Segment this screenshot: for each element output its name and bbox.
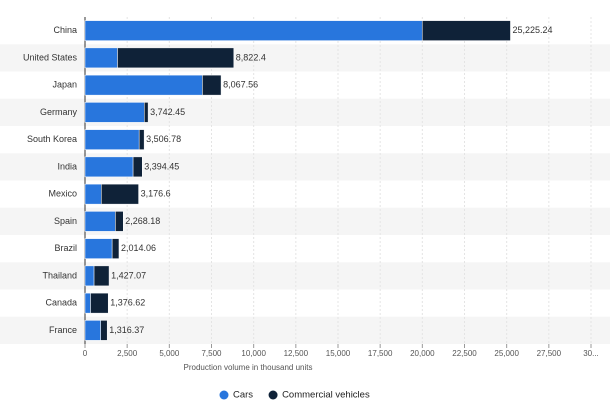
total-label: 1,316.37 xyxy=(109,325,144,335)
y-tick-label: United States xyxy=(23,52,78,62)
legend-label: Commercial vehicles xyxy=(282,390,370,401)
total-label: 8,067.56 xyxy=(223,80,258,90)
y-tick-label: South Korea xyxy=(27,134,77,144)
total-label: 2,268.18 xyxy=(125,216,160,226)
bar-segment xyxy=(144,102,149,123)
total-label: 25,225.24 xyxy=(512,25,552,35)
total-label: 3,506.78 xyxy=(146,134,181,144)
x-axis-title: Production volume in thousand units xyxy=(184,363,313,372)
bar-segment xyxy=(84,320,101,341)
bar-segment xyxy=(84,20,423,41)
total-label: 2,014.06 xyxy=(121,243,156,253)
x-tick-label: 5,000 xyxy=(159,349,180,358)
y-tick-label: Germany xyxy=(40,107,78,117)
y-tick-label: India xyxy=(57,161,77,171)
bar-segment xyxy=(84,292,91,314)
y-tick-label: Canada xyxy=(45,298,77,308)
bar-segment xyxy=(100,320,108,341)
bar-segment xyxy=(115,211,124,232)
bar-segment xyxy=(117,47,235,69)
y-tick-label: Brazil xyxy=(54,243,77,253)
y-tick-label: France xyxy=(49,325,77,335)
bar-segment xyxy=(84,211,116,232)
bar-segment xyxy=(90,292,109,314)
x-tick-label: 0 xyxy=(83,349,88,358)
legend-marker xyxy=(219,390,229,400)
x-tick-label: 15,000 xyxy=(326,349,351,358)
y-tick-label: China xyxy=(53,25,77,35)
bar-segment xyxy=(84,238,113,259)
bar-segment xyxy=(84,74,203,96)
bar-segment xyxy=(84,183,102,205)
y-tick-label: Thailand xyxy=(42,270,77,280)
x-tick-label: 12,500 xyxy=(284,349,309,358)
x-tick-label: 27,500 xyxy=(537,349,562,358)
bar-segment xyxy=(84,156,134,178)
y-tick-label: Japan xyxy=(52,80,77,90)
bar-segment xyxy=(93,265,110,287)
bar-segment xyxy=(421,20,511,41)
bar-segment xyxy=(111,238,120,259)
bar-segment xyxy=(84,102,145,123)
total-label: 1,427.07 xyxy=(111,270,146,280)
x-tick-label: 20,000 xyxy=(410,349,435,358)
bar-segment xyxy=(132,156,143,178)
total-label: 1,376.62 xyxy=(110,298,145,308)
bar-segment xyxy=(84,265,95,287)
y-tick-label: Spain xyxy=(54,216,77,226)
y-tick-label: Mexico xyxy=(48,189,77,199)
total-label: 3,394.45 xyxy=(144,161,179,171)
bar-segment xyxy=(101,183,139,205)
x-tick-label: 2,500 xyxy=(117,349,138,358)
x-tick-label: 17,500 xyxy=(368,349,393,358)
x-tick-label: 10,000 xyxy=(241,349,266,358)
total-label: 3,742.45 xyxy=(150,107,185,117)
legend-label: Cars xyxy=(233,390,253,401)
x-tick-label: 22,500 xyxy=(452,349,477,358)
bar-segment xyxy=(138,129,145,150)
x-tick-label: 30... xyxy=(583,349,599,358)
bar-segment xyxy=(84,129,140,150)
bar-segment xyxy=(84,47,118,69)
x-tick-label: 25,000 xyxy=(494,349,519,358)
bar-segment xyxy=(202,74,222,96)
legend-marker xyxy=(268,390,278,400)
total-label: 8,822.4 xyxy=(236,52,266,62)
total-label: 3,176.6 xyxy=(141,189,171,199)
x-tick-label: 7,500 xyxy=(201,349,222,358)
